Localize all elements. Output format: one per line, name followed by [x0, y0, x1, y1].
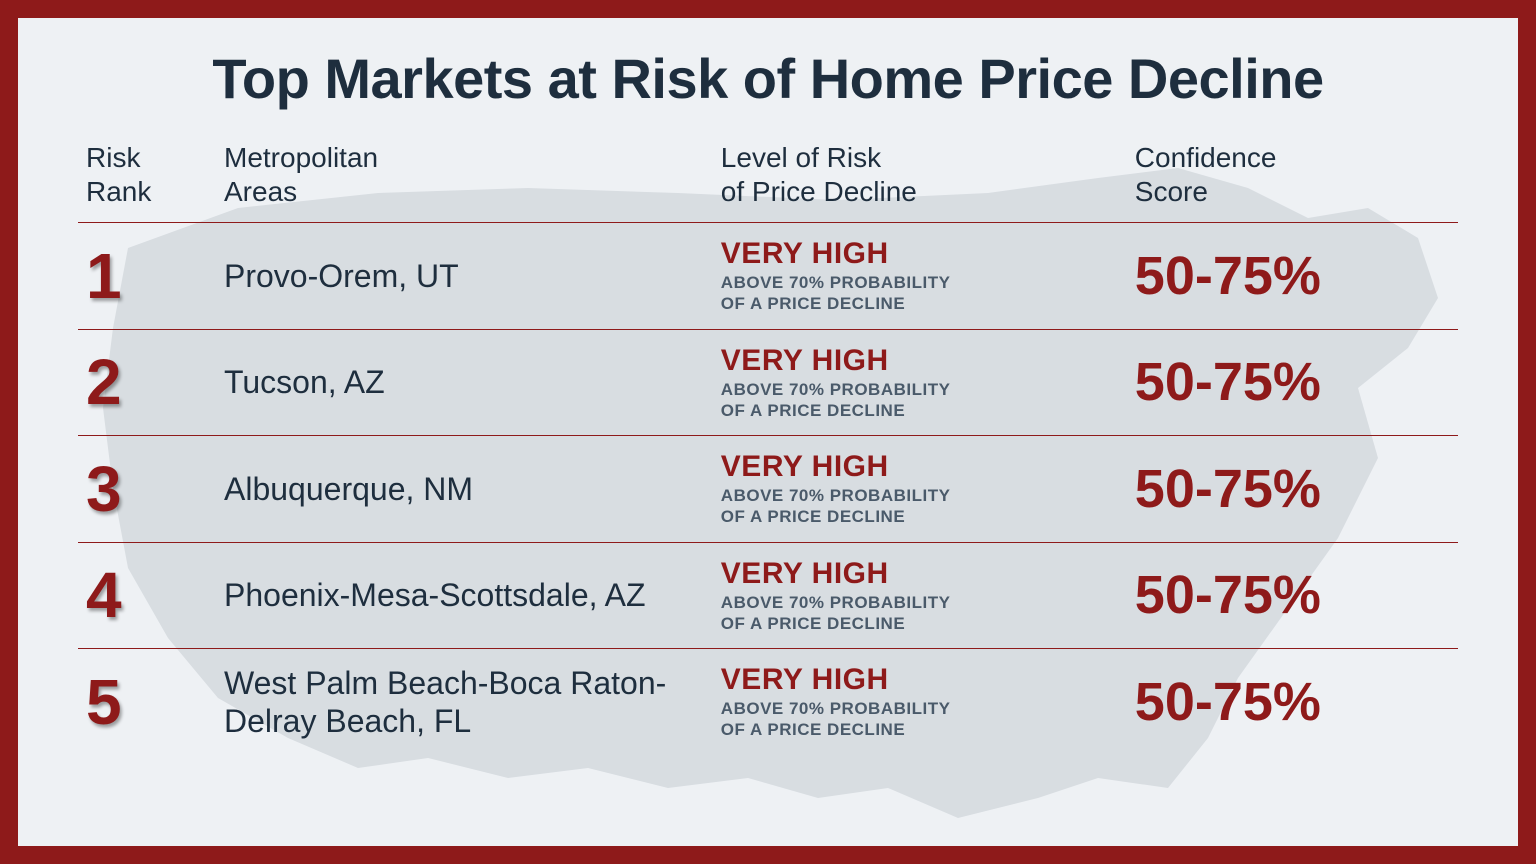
risk-subtext: ABOVE 70% PROBABILITY OF A PRICE DECLINE	[721, 592, 1119, 635]
col-header-conf-l1: Confidence	[1135, 142, 1277, 173]
page-title: Top Markets at Risk of Home Price Declin…	[78, 46, 1458, 111]
table-row: 1 Provo-Orem, UT VERY HIGH ABOVE 70% PRO…	[78, 223, 1458, 330]
confidence-score: 50-75%	[1135, 675, 1450, 729]
table-row: 4 Phoenix-Mesa-Scottsdale, AZ VERY HIGH …	[78, 542, 1458, 649]
metro-name: West Palm Beach-Boca Raton-Delray Beach,…	[224, 664, 705, 741]
risk-level: VERY HIGH	[721, 450, 1119, 483]
confidence-score: 50-75%	[1135, 249, 1450, 303]
risk-level: VERY HIGH	[721, 344, 1119, 377]
confidence-score: 50-75%	[1135, 462, 1450, 516]
col-header-metro: Metropolitan Areas	[216, 135, 713, 223]
risk-subtext: ABOVE 70% PROBABILITY OF A PRICE DECLINE	[721, 485, 1119, 528]
col-header-risk-l1: Level of Risk	[721, 142, 881, 173]
infographic-frame: Top Markets at Risk of Home Price Declin…	[0, 0, 1536, 864]
col-header-rank: Risk Rank	[78, 135, 216, 223]
col-header-rank-l1: Risk	[86, 142, 140, 173]
risk-level: VERY HIGH	[721, 663, 1119, 696]
rank-number: 3	[86, 457, 208, 521]
metro-name: Phoenix-Mesa-Scottsdale, AZ	[224, 576, 705, 614]
table-header-row: Risk Rank Metropolitan Areas Level of Ri…	[78, 135, 1458, 223]
risk-level: VERY HIGH	[721, 557, 1119, 590]
col-header-risk: Level of Risk of Price Decline	[713, 135, 1127, 223]
risk-subtext: ABOVE 70% PROBABILITY OF A PRICE DECLINE	[721, 698, 1119, 741]
risk-level: VERY HIGH	[721, 237, 1119, 270]
content-area: Top Markets at Risk of Home Price Declin…	[18, 18, 1518, 765]
rank-number: 4	[86, 563, 208, 627]
table-row: 5 West Palm Beach-Boca Raton-Delray Beac…	[78, 649, 1458, 755]
metro-name: Albuquerque, NM	[224, 470, 705, 508]
col-header-conf-l2: Score	[1135, 176, 1208, 207]
col-header-conf: Confidence Score	[1127, 135, 1458, 223]
rank-number: 1	[86, 244, 208, 308]
metro-name: Provo-Orem, UT	[224, 257, 705, 295]
table-row: 2 Tucson, AZ VERY HIGH ABOVE 70% PROBABI…	[78, 329, 1458, 436]
confidence-score: 50-75%	[1135, 568, 1450, 622]
risk-subtext: ABOVE 70% PROBABILITY OF A PRICE DECLINE	[721, 272, 1119, 315]
metro-name: Tucson, AZ	[224, 363, 705, 401]
rank-number: 5	[86, 670, 208, 734]
confidence-score: 50-75%	[1135, 355, 1450, 409]
col-header-rank-l2: Rank	[86, 176, 151, 207]
col-header-metro-l2: Areas	[224, 176, 297, 207]
table-row: 3 Albuquerque, NM VERY HIGH ABOVE 70% PR…	[78, 436, 1458, 543]
rank-number: 2	[86, 350, 208, 414]
risk-subtext: ABOVE 70% PROBABILITY OF A PRICE DECLINE	[721, 379, 1119, 422]
risk-table: Risk Rank Metropolitan Areas Level of Ri…	[78, 135, 1458, 755]
col-header-risk-l2: of Price Decline	[721, 176, 917, 207]
col-header-metro-l1: Metropolitan	[224, 142, 378, 173]
